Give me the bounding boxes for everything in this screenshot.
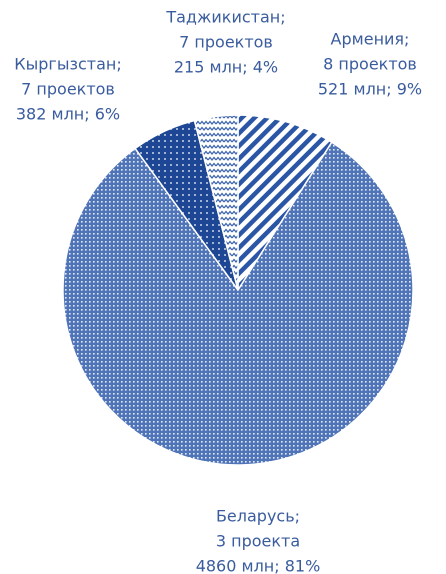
slice-value-label: 521 млн; 9%: [318, 80, 422, 99]
slice-value-label: 4860 млн; 81%: [196, 557, 321, 574]
slice-label: Армения;: [331, 30, 410, 49]
slice-label: Таджикистан;: [165, 8, 285, 27]
slice-projects: 7 проектов: [179, 33, 273, 52]
slice-label: Беларусь;: [216, 507, 300, 526]
slice-value-label: 215 млн; 4%: [174, 58, 278, 77]
slice-label: Кыргызстан;: [14, 55, 121, 74]
pie-slice: [237, 114, 333, 293]
slice-projects: 3 проекта: [216, 532, 300, 551]
slice-projects: 8 проектов: [323, 55, 417, 74]
pie-slice: [193, 114, 239, 291]
pie-slice: [62, 141, 414, 466]
slice-value-label: 382 млн; 6%: [16, 105, 120, 124]
slice-projects: 7 проектов: [21, 80, 115, 99]
